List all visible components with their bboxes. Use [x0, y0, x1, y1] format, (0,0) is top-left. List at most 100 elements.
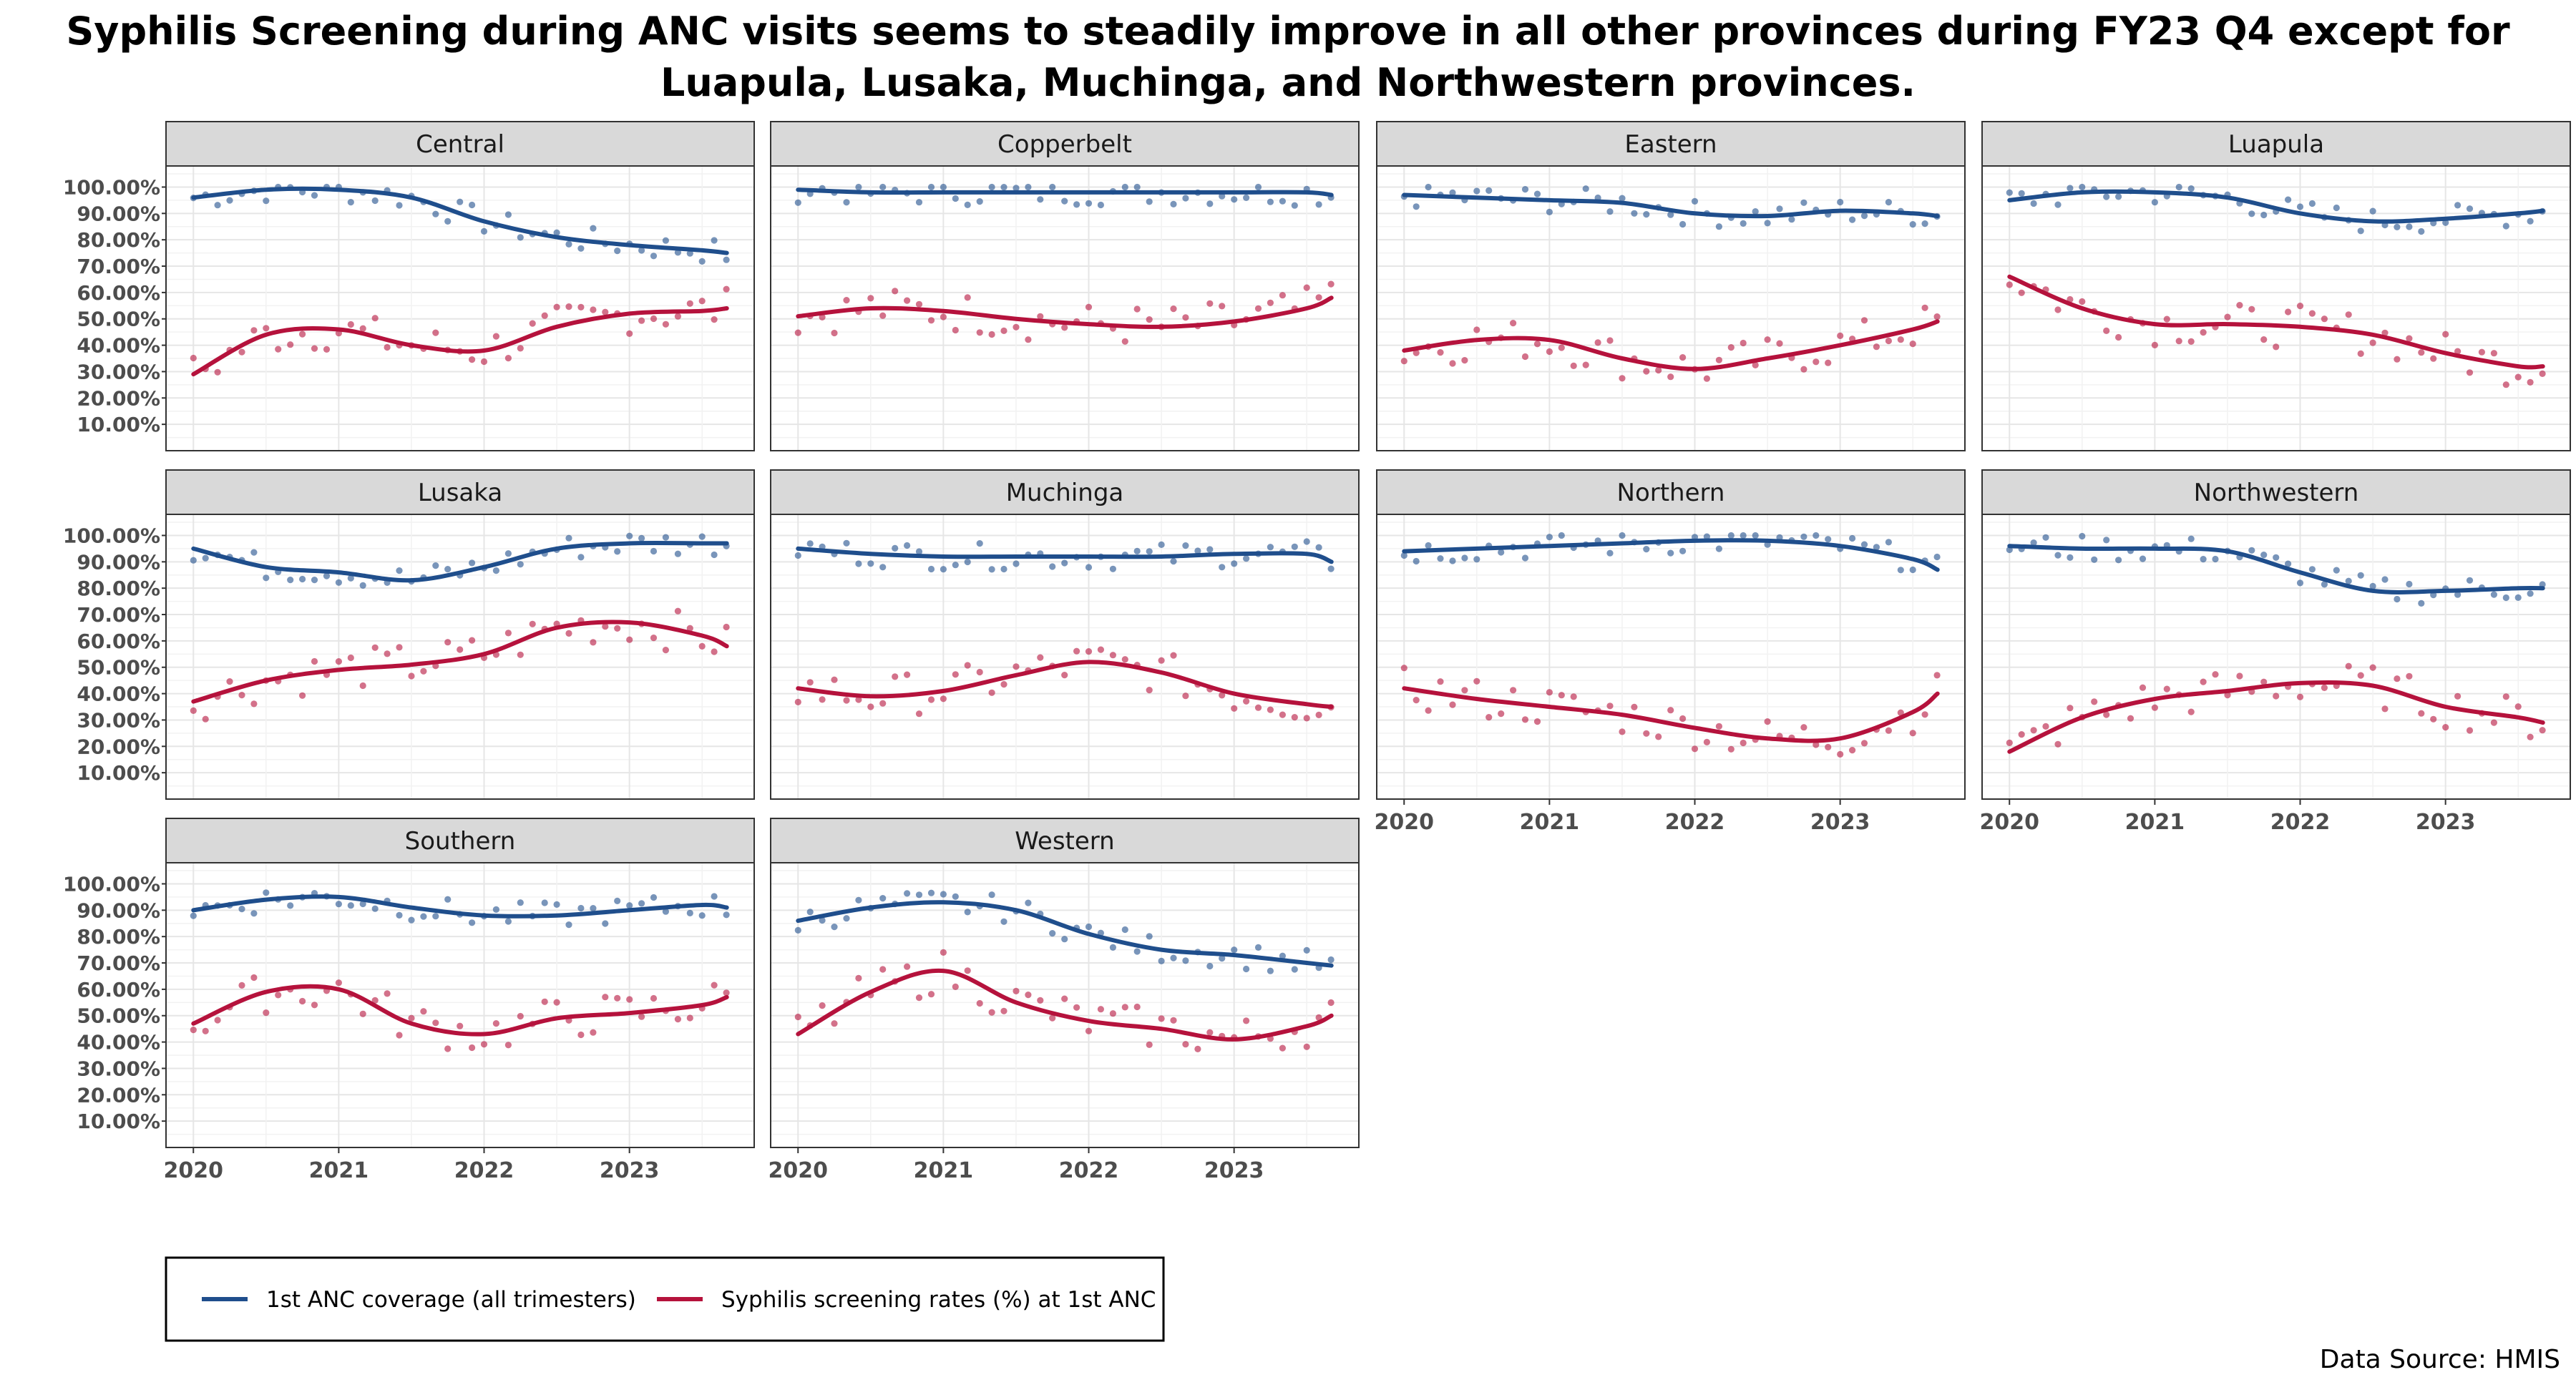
- y-tick-label: 90.00%: [77, 550, 160, 574]
- data-point-coverage: [698, 258, 706, 265]
- data-point-syphilis: [1461, 687, 1468, 694]
- data-point-coverage: [1740, 532, 1747, 539]
- data-point-coverage: [1849, 534, 1856, 542]
- data-point-coverage: [1109, 944, 1116, 951]
- y-tick-label: 100.00%: [63, 872, 160, 896]
- data-point-syphilis: [2394, 356, 2401, 363]
- y-tick-label: 30.00%: [77, 708, 160, 732]
- data-point-syphilis: [927, 317, 935, 324]
- data-point-coverage: [723, 256, 730, 263]
- data-point-coverage: [1473, 187, 1480, 195]
- data-point-coverage: [1619, 195, 1626, 202]
- data-point-syphilis: [626, 330, 633, 337]
- x-tick-label: 2022: [2270, 810, 2331, 835]
- data-point-syphilis: [819, 313, 826, 320]
- data-point-coverage: [1327, 956, 1335, 964]
- data-point-syphilis: [940, 695, 947, 703]
- data-point-syphilis: [1025, 336, 1032, 343]
- panel-border-luapula: [1981, 165, 2571, 451]
- data-point-syphilis: [553, 303, 560, 310]
- data-point-syphilis: [915, 710, 923, 718]
- data-point-syphilis: [1025, 992, 1032, 999]
- data-point-coverage: [2079, 532, 2086, 540]
- data-point-coverage: [1521, 186, 1529, 193]
- data-point-syphilis: [892, 673, 899, 680]
- data-point-syphilis: [1837, 750, 1844, 758]
- data-point-syphilis: [504, 630, 512, 637]
- data-point-syphilis: [1921, 304, 1928, 311]
- data-point-syphilis: [698, 642, 706, 650]
- data-point-syphilis: [371, 315, 379, 322]
- data-point-coverage: [1691, 197, 1699, 205]
- data-point-coverage: [1679, 220, 1687, 228]
- data-point-coverage: [1037, 196, 1044, 203]
- data-point-coverage: [1279, 952, 1286, 959]
- data-point-coverage: [190, 912, 197, 919]
- data-point-coverage: [335, 901, 342, 908]
- data-point-coverage: [1254, 944, 1262, 951]
- data-point-coverage: [2187, 185, 2195, 192]
- data-point-syphilis: [2430, 355, 2437, 362]
- data-point-coverage: [819, 916, 826, 924]
- data-point-coverage: [2466, 577, 2474, 584]
- data-point-coverage: [1849, 216, 1856, 223]
- data-point-syphilis: [541, 312, 548, 319]
- data-point-syphilis: [1933, 313, 1941, 320]
- data-point-syphilis: [1437, 678, 1444, 685]
- panel-border-lusaka: [165, 514, 755, 800]
- facet-strip-label-western: Western: [1015, 827, 1114, 856]
- data-point-syphilis: [843, 297, 850, 304]
- panel-border-western: [770, 862, 1360, 1148]
- data-point-syphilis: [420, 667, 427, 675]
- data-point-syphilis: [1813, 358, 1820, 366]
- data-point-coverage: [879, 564, 887, 571]
- data-point-syphilis: [529, 620, 536, 627]
- data-point-coverage: [371, 197, 379, 205]
- data-point-coverage: [1921, 220, 1928, 227]
- data-point-syphilis: [1655, 733, 1662, 740]
- data-point-syphilis: [1254, 305, 1262, 312]
- data-point-coverage: [577, 554, 585, 561]
- data-point-syphilis: [590, 1029, 597, 1036]
- data-point-coverage: [904, 542, 911, 549]
- data-point-coverage: [2212, 555, 2219, 563]
- data-point-coverage: [1788, 216, 1795, 223]
- data-point-syphilis: [1776, 340, 1783, 347]
- y-tick-label: 10.00%: [77, 1110, 160, 1133]
- data-point-syphilis: [1825, 743, 1832, 750]
- facet-strip-northern: [1376, 469, 1966, 515]
- data-point-syphilis: [879, 700, 887, 707]
- data-point-coverage: [1727, 532, 1735, 539]
- data-point-coverage: [2321, 581, 2328, 588]
- data-point-syphilis: [565, 630, 572, 637]
- data-point-syphilis: [1510, 687, 1517, 694]
- data-point-coverage: [335, 579, 342, 586]
- data-point-syphilis: [1885, 727, 1892, 734]
- data-point-coverage: [2018, 190, 2025, 197]
- panel-border-copperbelt: [770, 165, 1360, 451]
- data-point-coverage: [396, 911, 403, 919]
- data-point-coverage: [976, 540, 983, 547]
- facet-strip-eastern: [1376, 121, 1966, 167]
- panel-border-northwestern: [1981, 514, 2571, 800]
- data-point-syphilis: [614, 994, 621, 1002]
- data-point-coverage: [915, 548, 923, 555]
- data-point-coverage: [577, 245, 585, 252]
- data-point-coverage: [1715, 223, 1722, 230]
- data-point-syphilis: [2175, 338, 2182, 345]
- data-point-coverage: [1073, 201, 1080, 208]
- data-point-syphilis: [2187, 338, 2195, 345]
- data-point-syphilis: [1667, 373, 1674, 381]
- x-tick-label: 2021: [2125, 810, 2185, 835]
- legend-label-coverage: 1st ANC coverage (all trimesters): [266, 1287, 636, 1313]
- data-point-syphilis: [794, 1013, 801, 1021]
- data-point-coverage: [879, 895, 887, 902]
- data-point-coverage: [952, 195, 959, 202]
- data-point-syphilis: [2018, 289, 2025, 296]
- data-point-syphilis: [879, 312, 887, 319]
- panel-border-eastern: [1376, 165, 1966, 451]
- data-point-syphilis: [311, 657, 318, 665]
- trend-line-coverage: [191, 540, 729, 583]
- data-point-syphilis: [1121, 338, 1128, 345]
- data-point-coverage: [1206, 962, 1214, 970]
